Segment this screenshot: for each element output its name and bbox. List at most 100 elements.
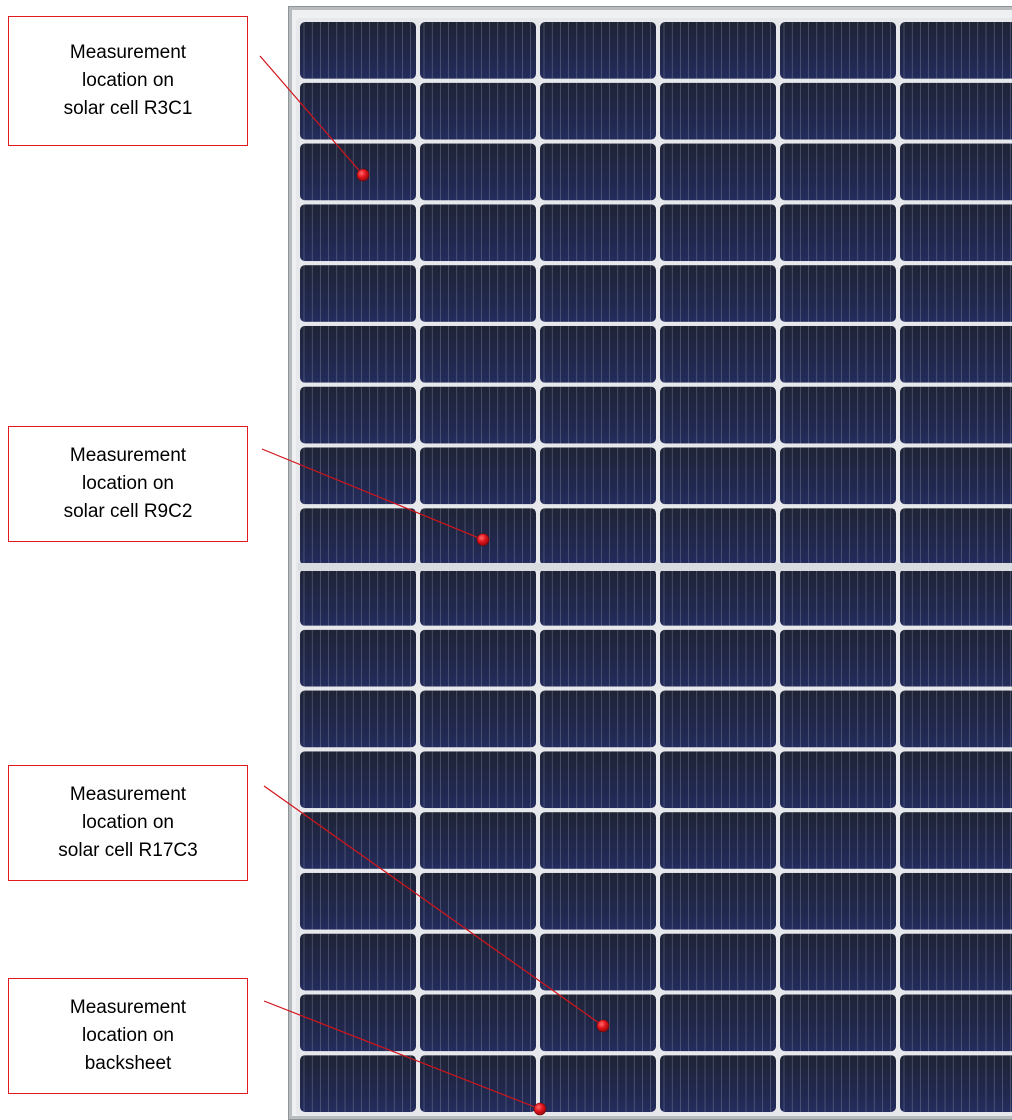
row-gap [298, 139, 1012, 144]
solar-cell [420, 812, 536, 869]
solar-cell [300, 22, 416, 79]
leader-lines [259, 55, 604, 1110]
row-gap [298, 686, 1012, 691]
solar-cell [540, 690, 656, 748]
solar-cell [900, 812, 1012, 869]
solar-panel [288, 6, 1012, 1120]
solar-cell [420, 569, 536, 626]
solar-cell [780, 1055, 896, 1112]
solar-cell [300, 751, 416, 809]
solar-cell [900, 751, 1012, 809]
solar-cell [780, 386, 896, 444]
solar-cell [780, 872, 896, 930]
solar-cell [660, 872, 776, 930]
callout-line: Measurement [69, 42, 187, 63]
solar-cell [300, 629, 416, 687]
solar-cell [900, 629, 1012, 687]
solar-cell [540, 204, 656, 262]
row-gap [298, 443, 1012, 448]
measurement-marker [533, 1102, 547, 1116]
row-gap [298, 929, 1012, 934]
solar-cell [660, 629, 776, 687]
solar-cell [540, 325, 656, 383]
callout-line: solar cell R9C2 [63, 501, 193, 522]
solar-cell [900, 508, 1012, 565]
solar-cell [780, 22, 896, 79]
solar-cell [660, 751, 776, 809]
solar-cell [420, 872, 536, 930]
row-gap [298, 382, 1012, 387]
solar-cell [420, 933, 536, 991]
solar-cell [540, 143, 656, 201]
callout-line: Measurement [69, 445, 187, 466]
callout-line: location on [82, 473, 174, 494]
leader-line [263, 785, 604, 1027]
row-gap [298, 261, 1012, 266]
solar-cell [540, 82, 656, 140]
solar-cell [780, 690, 896, 748]
row-gap [298, 321, 1012, 326]
row-gap [298, 18, 1012, 22]
solar-cell [660, 386, 776, 444]
centre-busbar [298, 563, 1012, 571]
row-gap [298, 747, 1012, 752]
solar-cell [300, 994, 416, 1052]
solar-cell [780, 569, 896, 626]
measurement-marker [356, 168, 370, 182]
row-gap [298, 808, 1012, 813]
callout-line: backsheet [84, 1053, 172, 1074]
solar-cell [900, 933, 1012, 991]
solar-cell [780, 143, 896, 201]
solar-cell [780, 204, 896, 262]
solar-cell [420, 325, 536, 383]
callout-line: location on [82, 70, 174, 91]
solar-cell [300, 569, 416, 626]
measurement-marker [476, 533, 490, 546]
solar-cell [540, 22, 656, 79]
solar-cell [540, 386, 656, 444]
solar-cell [300, 1055, 416, 1112]
row-gap [298, 1051, 1012, 1056]
solar-cell [900, 143, 1012, 201]
solar-cell [780, 994, 896, 1052]
measurement-markers [356, 168, 610, 1116]
row-gap [298, 1112, 1012, 1116]
leader-line [263, 1000, 541, 1110]
solar-cell [660, 204, 776, 262]
solar-cell [420, 629, 536, 687]
solar-cell [780, 508, 896, 565]
solar-cell [900, 325, 1012, 383]
solar-cell [540, 872, 656, 930]
row-gap [298, 200, 1012, 205]
solar-cell [420, 447, 536, 505]
solar-cell [660, 812, 776, 869]
callout-line: solar cell R3C1 [63, 98, 193, 119]
solar-cell [660, 143, 776, 201]
solar-cell [900, 265, 1012, 322]
solar-cell [900, 1055, 1012, 1112]
solar-cell [660, 265, 776, 322]
row-gap [298, 504, 1012, 509]
solar-cell [660, 1055, 776, 1112]
solar-cell [540, 751, 656, 809]
solar-cell [900, 22, 1012, 79]
solar-cell [420, 22, 536, 79]
solar-cell [540, 629, 656, 687]
row-gap [298, 868, 1012, 873]
solar-cell [660, 569, 776, 626]
solar-cell [300, 447, 416, 505]
solar-cell [420, 994, 536, 1052]
solar-cell [540, 447, 656, 505]
solar-cell [540, 812, 656, 869]
leader-line [259, 55, 364, 176]
solar-cell [420, 265, 536, 322]
row-gap [298, 78, 1012, 83]
solar-cell [420, 1055, 536, 1112]
row-gap [298, 990, 1012, 995]
solar-cell [780, 933, 896, 991]
callout-line: location on [82, 1025, 174, 1046]
solar-cell [660, 508, 776, 565]
solar-cell [900, 82, 1012, 140]
solar-cell [900, 447, 1012, 505]
solar-cell [780, 812, 896, 869]
